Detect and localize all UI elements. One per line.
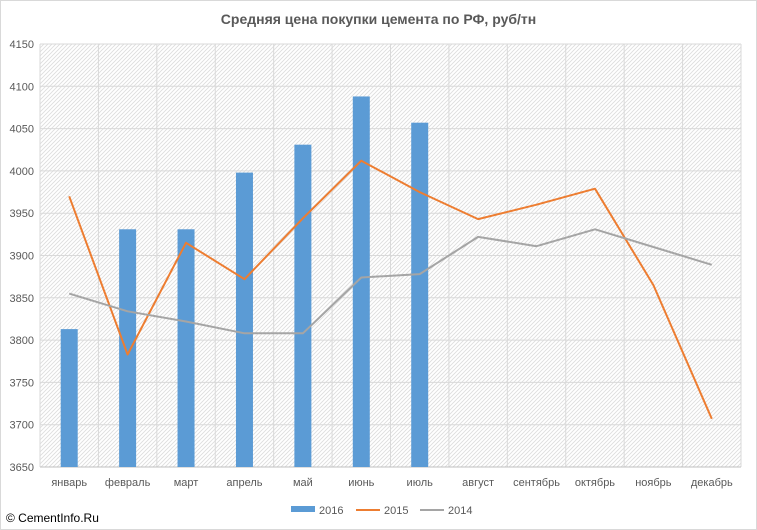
y-tick-label: 3850 — [10, 293, 34, 305]
x-tick-label: август — [462, 477, 494, 489]
bar-2016 — [294, 144, 312, 467]
y-tick-label: 4050 — [10, 124, 34, 136]
chart-title: Средняя цена покупки цемента по РФ, руб/… — [220, 11, 537, 27]
bar-2016 — [119, 229, 137, 467]
y-tick-label: 4100 — [10, 81, 34, 93]
x-tick-label: декабрь — [691, 477, 733, 489]
x-tick-label: ноябрь — [635, 477, 672, 489]
bar-2016 — [177, 229, 195, 467]
y-tick-label: 3900 — [10, 251, 34, 263]
y-tick-label: 3700 — [10, 420, 34, 432]
bar-2016 — [60, 329, 78, 467]
y-tick-label: 3800 — [10, 335, 34, 347]
legend-swatch-2016 — [291, 506, 315, 512]
y-tick-label: 4150 — [10, 39, 34, 51]
x-tick-label: июль — [407, 477, 434, 489]
legend-label-2015: 2015 — [384, 505, 408, 517]
legend-label-2014: 2014 — [448, 505, 472, 517]
x-tick-label: сентябрь — [513, 477, 560, 489]
x-tick-label: февраль — [105, 477, 151, 489]
x-tick-label: июнь — [348, 477, 374, 489]
x-tick-label: май — [293, 477, 313, 489]
x-tick-label: апрель — [226, 477, 262, 489]
y-tick-label: 4000 — [10, 166, 34, 178]
legend-label-2016: 2016 — [319, 505, 343, 517]
x-tick-label: март — [174, 477, 199, 489]
bar-2016 — [235, 172, 253, 468]
line-series-2014 — [68, 228, 713, 335]
y-tick-label: 3750 — [10, 377, 34, 389]
y-tick-label: 3650 — [10, 462, 34, 474]
x-tick-label: январь — [51, 477, 87, 489]
line-series-2015 — [68, 159, 713, 420]
bar-2016 — [352, 96, 370, 468]
y-tick-label: 3950 — [10, 208, 34, 220]
bar-2016 — [411, 122, 429, 467]
watermark-text: © CementInfo.Ru — [6, 511, 99, 525]
x-tick-label: октябрь — [575, 477, 615, 489]
